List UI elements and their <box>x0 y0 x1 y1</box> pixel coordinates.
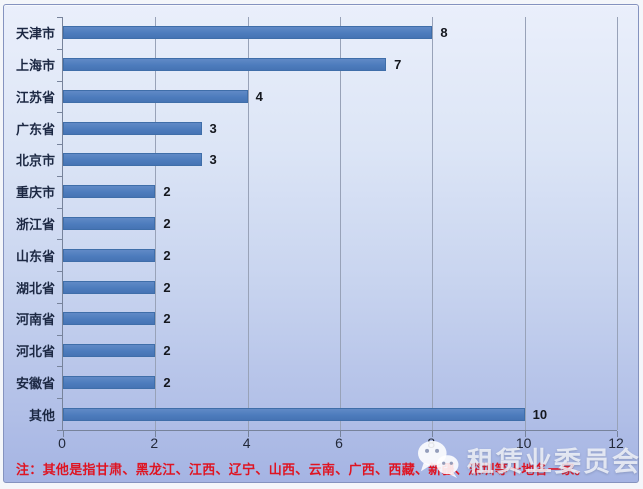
bar-江苏省 <box>63 89 248 103</box>
x-tick-label: 8 <box>427 435 436 451</box>
bar-value-label: 2 <box>163 184 171 200</box>
y-axis-tick <box>57 302 63 304</box>
x-tick-label: 4 <box>242 435 251 451</box>
gridline-x-10 <box>524 17 526 430</box>
category-label: 河南省 <box>15 312 55 328</box>
bar-value-label: 2 <box>163 215 171 231</box>
gridline-x-2 <box>155 17 157 430</box>
bar-上海市 <box>63 58 387 72</box>
y-axis-tick <box>57 239 63 241</box>
y-axis-tick <box>57 271 63 273</box>
x-axis-tick <box>63 431 64 437</box>
gridline-x-8 <box>432 17 434 430</box>
category-label: 北京市 <box>15 153 55 169</box>
x-axis-tick <box>524 431 526 437</box>
category-label: 天津市 <box>15 26 55 42</box>
bar-value-label: 2 <box>163 374 171 390</box>
bar-value-label: 8 <box>440 25 448 41</box>
bar-河北省 <box>63 344 156 358</box>
category-label: 山东省 <box>15 248 55 264</box>
y-axis-tick <box>57 175 63 177</box>
bar-value-label: 7 <box>394 57 402 73</box>
x-tick-label: 2 <box>150 435 159 451</box>
plot-area: 8 7 4 3 3 2 2 2 2 2 2 2 10 <box>57 17 618 437</box>
x-axis-labels: 0 2 4 6 8 10 12 <box>58 435 624 453</box>
bar-value-label: 2 <box>163 247 171 263</box>
bar-天津市 <box>63 26 433 40</box>
bar-山东省 <box>63 248 156 262</box>
y-axis-tick <box>57 430 63 431</box>
x-axis-tick <box>617 431 618 437</box>
bar-value-label: 10 <box>532 406 548 422</box>
bar-value-label: 4 <box>255 88 263 104</box>
category-label: 安徽省 <box>15 375 55 391</box>
x-axis-tick <box>340 431 341 437</box>
y-axis-tick <box>57 207 63 209</box>
category-label: 浙江省 <box>15 216 55 232</box>
x-axis-tick <box>432 431 434 437</box>
category-label: 上海市 <box>15 58 55 74</box>
bar-北京市 <box>63 153 202 167</box>
chart-panel <box>3 4 639 483</box>
y-axis-tick <box>57 48 63 50</box>
x-axis-tick <box>247 431 249 437</box>
x-tick-label: 6 <box>335 435 343 451</box>
gridline-x-12 <box>617 17 618 430</box>
bar-value-label: 2 <box>163 311 171 327</box>
footnote: 注：其他是指甘肃、黑龙江、江西、辽宁、山西、云南、广西、西藏、新疆、深圳等十地各… <box>16 462 588 477</box>
y-axis-tick <box>57 398 63 400</box>
y-axis-tick <box>57 366 63 368</box>
y-axis-tick <box>57 334 63 336</box>
gridline-x-6 <box>340 17 341 430</box>
y-axis-tick <box>57 144 63 146</box>
category-axis: 天津市上海市江苏省广东省北京市重庆市浙江省山东省湖北省河南省河北省安徽省其他 <box>0 17 55 430</box>
category-label: 重庆市 <box>15 185 55 201</box>
bar-浙江省 <box>63 217 156 230</box>
y-axis-tick <box>57 112 63 114</box>
gridline-x-4 <box>247 17 249 430</box>
bar-value-label: 3 <box>209 152 217 168</box>
category-label: 江苏省 <box>15 89 55 105</box>
x-axis-tick <box>155 431 157 437</box>
bar-广东省 <box>63 121 202 135</box>
bar-value-label: 2 <box>163 343 171 359</box>
bar-湖北省 <box>63 280 156 294</box>
x-tick-label: 10 <box>515 435 532 451</box>
category-label: 湖北省 <box>15 280 55 296</box>
y-axis-tick <box>57 17 63 18</box>
bar-重庆市 <box>63 185 156 199</box>
bar-其他 <box>63 407 525 421</box>
bar-value-label: 2 <box>163 279 171 295</box>
category-label: 河北省 <box>15 344 55 360</box>
bar-安徽省 <box>63 375 156 389</box>
y-axis-tick <box>57 80 63 82</box>
x-tick-label: 12 <box>608 435 624 451</box>
category-label: 广东省 <box>15 121 55 137</box>
x-tick-label: 0 <box>58 435 66 451</box>
bar-value-label: 3 <box>209 120 217 136</box>
category-label: 其他 <box>28 407 55 423</box>
bar-河南省 <box>63 312 156 326</box>
